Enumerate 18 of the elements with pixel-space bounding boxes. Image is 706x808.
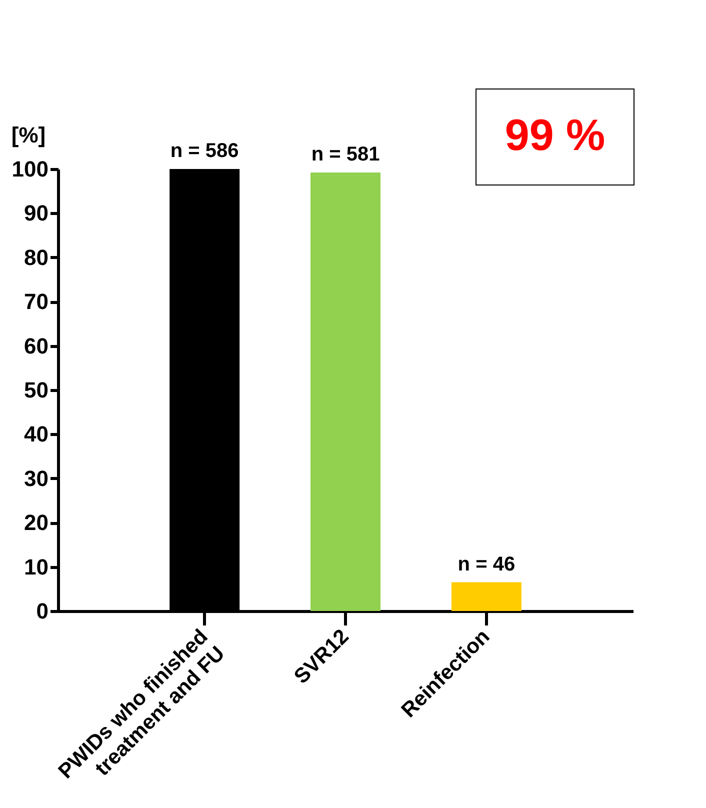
y-axis-title: [%] <box>11 122 46 148</box>
y-tick-label: 80 <box>24 244 48 270</box>
y-tick-label: 100 <box>12 156 48 182</box>
annotation: n = 46 <box>458 553 516 576</box>
y-tick-label: 50 <box>24 378 48 402</box>
y-tick-label: 90 <box>24 200 48 226</box>
annotation: n = 581 <box>311 144 380 166</box>
y-tick-label: 0 <box>36 598 48 624</box>
y-tick-label: 40 <box>24 422 48 447</box>
y-tick-label: 60 <box>24 333 48 358</box>
y-tick-label: 10 <box>24 554 48 580</box>
y-tick-label: 20 <box>24 510 48 536</box>
text: 99 % <box>504 111 606 160</box>
bar <box>451 582 522 611</box>
y-tick-label: 70 <box>24 289 48 314</box>
bar <box>310 172 380 611</box>
y-tick-label: 30 <box>24 466 48 491</box>
annotation: n = 586 <box>170 140 239 162</box>
